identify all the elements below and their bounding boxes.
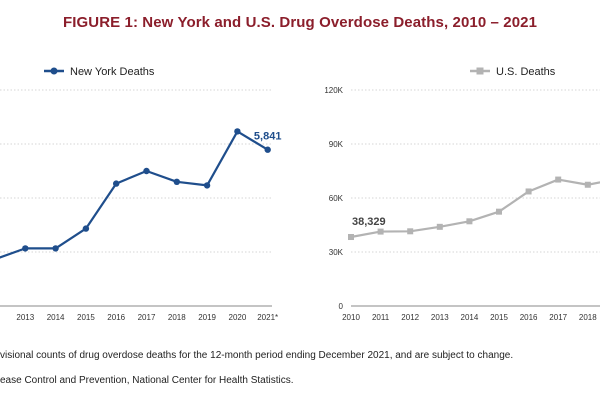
us-x-tick-label: 2010 — [342, 313, 360, 322]
ny-data-point — [143, 167, 150, 175]
us-y-tick-label: 0 — [339, 302, 344, 311]
ny-x-tick-label: 2018 — [168, 313, 186, 322]
us-chart: 0 30K 60K 90K 120K 2010 2011 2012 2013 2014 2015 20… — [324, 66, 600, 322]
ny-data-point — [82, 225, 90, 232]
us-data-point — [525, 188, 532, 195]
us-legend-marker — [476, 67, 484, 75]
ny-data-point — [52, 245, 59, 252]
us-data-point — [407, 228, 414, 235]
us-data-point — [496, 208, 502, 215]
ny-legend: New York Deaths — [44, 66, 155, 78]
us-series: 38,329 — [348, 176, 600, 241]
ny-data-label: 5,841 — [254, 131, 282, 143]
us-data-point — [466, 218, 473, 225]
ny-series-line — [0, 130, 269, 259]
us-x-tick-label: 2011 — [372, 313, 390, 322]
ny-x-tick-label: 2013 — [16, 313, 34, 322]
ny-series: 5,841 — [0, 128, 282, 259]
ny-data-point — [22, 245, 29, 252]
ny-data-point — [113, 180, 120, 187]
ny-x-axis: 2201320142015201620172018201920202021* — [16, 313, 278, 322]
us-y-tick-label: 120K — [324, 86, 343, 95]
new-york-chart: 2201320142015201620172018201920202021* N… — [0, 66, 281, 322]
footnote-source: ease Control and Prevention, National Ce… — [0, 375, 294, 386]
us-data-point — [584, 181, 591, 188]
ny-x-tick-label: 2014 — [47, 313, 65, 322]
us-x-tick-label: 2013 — [431, 313, 449, 322]
ny-x-tick-label: 2019 — [198, 313, 216, 322]
ny-data-point — [173, 178, 180, 185]
ny-x-tick-label: 2021* — [257, 313, 278, 322]
us-data-point — [436, 223, 443, 230]
us-data-point — [377, 228, 384, 235]
us-x-tick-label: 2016 — [520, 313, 538, 322]
us-x-tick-label: 2015 — [490, 313, 508, 322]
ny-data-point — [234, 128, 241, 135]
ny-x-tick-label: 2015 — [77, 313, 95, 322]
ny-data-point — [264, 146, 271, 153]
us-legend: U.S. Deaths — [470, 66, 556, 78]
us-series-line — [350, 178, 600, 239]
us-y-tick-label: 30K — [329, 248, 344, 257]
ny-legend-label: New York Deaths — [70, 66, 155, 78]
us-grid — [351, 89, 600, 307]
us-legend-label: U.S. Deaths — [496, 66, 556, 78]
figure-title: FIGURE 1: New York and U.S. Drug Overdos… — [62, 14, 538, 31]
ny-data-point — [203, 182, 211, 189]
us-y-tick-label: 90K — [329, 140, 344, 149]
ny-grid — [0, 89, 272, 307]
ny-legend-marker — [50, 67, 58, 75]
us-x-tick-label: 2012 — [401, 313, 419, 322]
us-x-tick-label: 2018 — [579, 313, 597, 322]
us-x-tick-label: 2017 — [549, 313, 567, 322]
ny-x-tick-label: 2017 — [138, 313, 156, 322]
us-x-axis: 0 30K 60K 90K 120K 2010 2011 2012 2013 2014 2015 20… — [324, 86, 597, 322]
footnote-provisional: visional counts of drug overdose deaths … — [0, 350, 514, 361]
us-data-point — [555, 176, 562, 183]
us-x-tick-label: 2014 — [461, 313, 479, 322]
us-data-label: 38,329 — [352, 216, 386, 228]
ny-x-tick-label: 2016 — [107, 313, 125, 322]
us-y-tick-label: 60K — [329, 194, 344, 203]
us-data-point — [348, 234, 354, 241]
ny-x-tick-label: 2020 — [229, 313, 247, 322]
